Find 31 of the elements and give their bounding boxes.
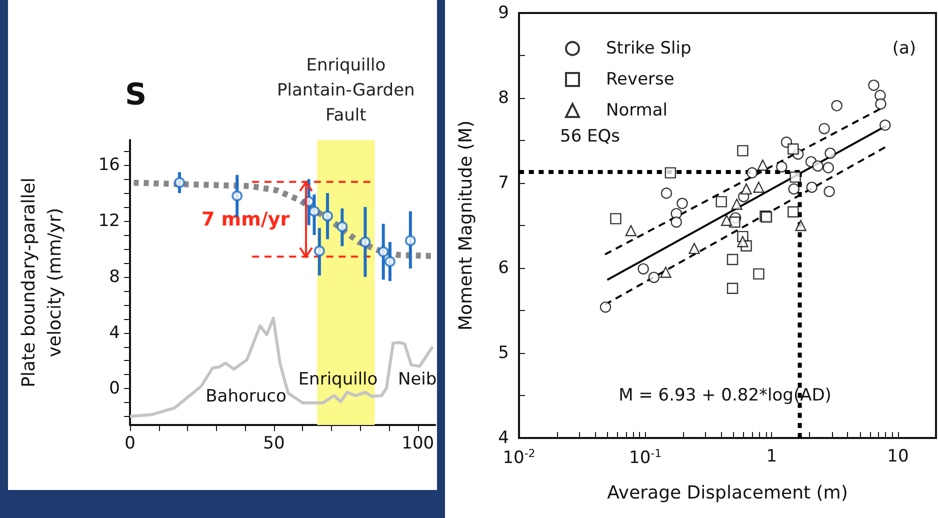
annotation: M = 6.93 + 0.82*log(AD) xyxy=(618,386,832,406)
x-tick-label: 0 xyxy=(124,434,136,454)
chart-title: S xyxy=(125,78,147,112)
y-tick-label: 5 xyxy=(498,343,509,363)
legend-label: Strike Slip xyxy=(606,38,692,58)
y-tick-label: 12 xyxy=(98,211,120,232)
x-tick-label: 1 xyxy=(766,446,778,466)
annotation: Enriquillo xyxy=(298,370,378,390)
y-axis-title: Plate boundary-parallel velocity (mm/yr) xyxy=(18,178,66,388)
x-tick-label: 10 xyxy=(887,446,909,466)
annotation: Neib xyxy=(398,370,437,390)
y-tick-label: 0 xyxy=(109,378,120,399)
x-tick-label: 100 xyxy=(402,434,434,454)
y-tick-label: 8 xyxy=(109,266,120,287)
y-tick-label: 9 xyxy=(498,3,509,23)
x-axis-title: Average Displacement (m) xyxy=(607,482,848,504)
legend-label: Reverse xyxy=(606,70,674,90)
y-tick-label: 6 xyxy=(498,258,509,278)
y-tick-label: 7 xyxy=(498,173,509,193)
annotation: 56 EQs xyxy=(560,126,620,146)
legend-label: Normal xyxy=(606,100,668,120)
band-label: Enriquillo Plantain-Garden Fault xyxy=(277,56,415,126)
y-tick-label: 16 xyxy=(98,155,120,176)
annotation: (a) xyxy=(892,38,916,58)
annotation: Bahoruco xyxy=(206,386,286,406)
y-axis-title: Moment Magnitude (M) xyxy=(456,120,476,330)
y-tick-label: 8 xyxy=(498,88,509,108)
y-tick-label: 4 xyxy=(109,322,120,343)
annotation: 7 mm/yr xyxy=(201,208,290,231)
y-tick-label: 4 xyxy=(498,428,509,448)
x-tick-label: 50 xyxy=(263,434,285,454)
